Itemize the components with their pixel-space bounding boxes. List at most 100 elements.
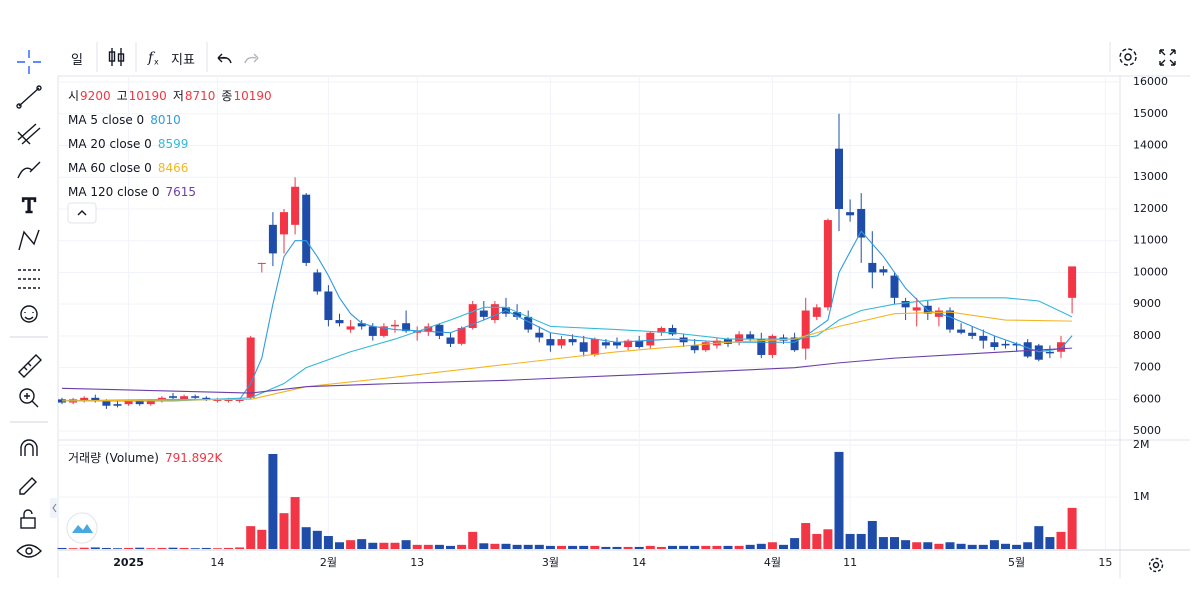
candle-body (102, 400, 111, 406)
ruler-tool[interactable] (18, 354, 42, 378)
candle-body (135, 400, 144, 405)
candle-body (923, 305, 932, 314)
candle-body (302, 194, 311, 263)
candle-body (357, 323, 366, 327)
volume-bar (1045, 537, 1055, 549)
volume-bar (457, 544, 467, 549)
y-tick-label: 11000 (1133, 234, 1168, 247)
x-tick-label: 4월 (764, 556, 781, 569)
fx-icon-sub[interactable]: x (154, 58, 159, 67)
volume-bar (989, 540, 999, 549)
volume-bar (623, 546, 633, 549)
candle-body (1068, 266, 1077, 298)
line-tool[interactable] (18, 87, 40, 107)
candle-body (590, 339, 599, 355)
candle-body (424, 326, 433, 332)
x-tick-label: 2월 (320, 556, 337, 569)
volume-bar (101, 547, 111, 549)
indicators-button[interactable]: 지표 (171, 53, 195, 68)
candle-body (835, 148, 843, 209)
volume-legend: 거래량 (Volume) 791.892K (68, 449, 222, 466)
volume-bar (534, 544, 544, 549)
candle-body (868, 262, 877, 273)
volume-bar (856, 533, 866, 549)
interval-button[interactable]: 일 (71, 53, 83, 68)
zoom-tool[interactable] (19, 388, 35, 404)
expand-panel-button[interactable] (50, 498, 59, 518)
candle-body (535, 332, 544, 338)
lock-shackle (23, 509, 33, 518)
ma-name: MA 60 close 0 (68, 161, 152, 175)
volume-bar (179, 547, 189, 549)
candle-body (191, 396, 200, 398)
volume-bar (668, 545, 677, 549)
candle-type-button[interactable] (108, 48, 125, 66)
volume-bar (412, 544, 422, 549)
undo-button[interactable] (217, 53, 232, 64)
crosshair-tool[interactable] (17, 50, 41, 74)
candle-body (224, 399, 233, 401)
emoji-tool[interactable] (20, 305, 38, 323)
volume-bar (890, 537, 899, 549)
volume-bar (157, 547, 167, 549)
lock-tool[interactable] (20, 517, 36, 529)
volume-bar (590, 545, 600, 549)
volume-bar (690, 545, 700, 549)
lock-drawing-tool[interactable] (19, 477, 37, 495)
candle-body (391, 324, 399, 327)
brush-tool[interactable] (17, 161, 41, 179)
volume-bar (801, 523, 811, 549)
candle-body (879, 269, 888, 273)
visibility-tool[interactable] (16, 544, 42, 558)
collapse-legend-button[interactable] (67, 202, 97, 224)
y-tick-label: 8000 (1133, 329, 1161, 342)
candle-body (146, 400, 155, 405)
volume-bar (523, 544, 533, 549)
y-tick-label: 6000 (1133, 392, 1161, 405)
candle-body (968, 332, 977, 336)
text-tool[interactable]: T (22, 193, 37, 218)
volume-bar (335, 542, 344, 549)
fullscreen-button[interactable] (1159, 49, 1176, 66)
candle-body (513, 312, 522, 317)
pattern-tool[interactable] (18, 229, 40, 251)
redo-button[interactable] (244, 53, 259, 64)
candle-body (701, 342, 710, 351)
candle-body (912, 307, 921, 311)
candle-body (1045, 351, 1054, 354)
volume-bar (201, 547, 211, 549)
volume-bar (1012, 544, 1022, 549)
magnet-tool[interactable] (20, 439, 38, 456)
x-tick-label: 14 (632, 556, 646, 569)
ma-line (62, 297, 1073, 402)
candle-body (468, 304, 477, 328)
candle-body (280, 212, 288, 235)
candle-body (446, 337, 455, 344)
ohlc-value: 10190 (233, 89, 272, 103)
volume-bar (113, 548, 122, 549)
volume-bar (501, 543, 511, 549)
volume-bar (601, 546, 611, 549)
prediction-tool[interactable] (18, 269, 40, 289)
ma-name: MA 5 close 0 (68, 113, 145, 127)
candle-body (202, 397, 211, 400)
settings-button[interactable] (1119, 48, 1137, 66)
volume-tick-label: 2M (1133, 438, 1150, 451)
volume-bar (390, 542, 400, 549)
fx-icon[interactable]: f (147, 50, 156, 66)
candle-body (846, 212, 855, 216)
x-tick-label: 2025 (113, 556, 144, 569)
volume-bar (734, 545, 744, 549)
ohlc-value: 9200 (80, 89, 111, 103)
candle-body (890, 275, 899, 298)
volume-bar (901, 540, 911, 549)
volume-bar (190, 548, 200, 549)
logo[interactable] (66, 512, 98, 544)
candle-body (746, 334, 755, 340)
axis-settings-button[interactable] (1148, 557, 1164, 573)
candle-body (657, 327, 666, 333)
candle-body (335, 320, 344, 324)
x-tick-label: 3월 (542, 556, 559, 569)
candle-body (1034, 345, 1043, 360)
fib-tool[interactable] (17, 123, 41, 145)
